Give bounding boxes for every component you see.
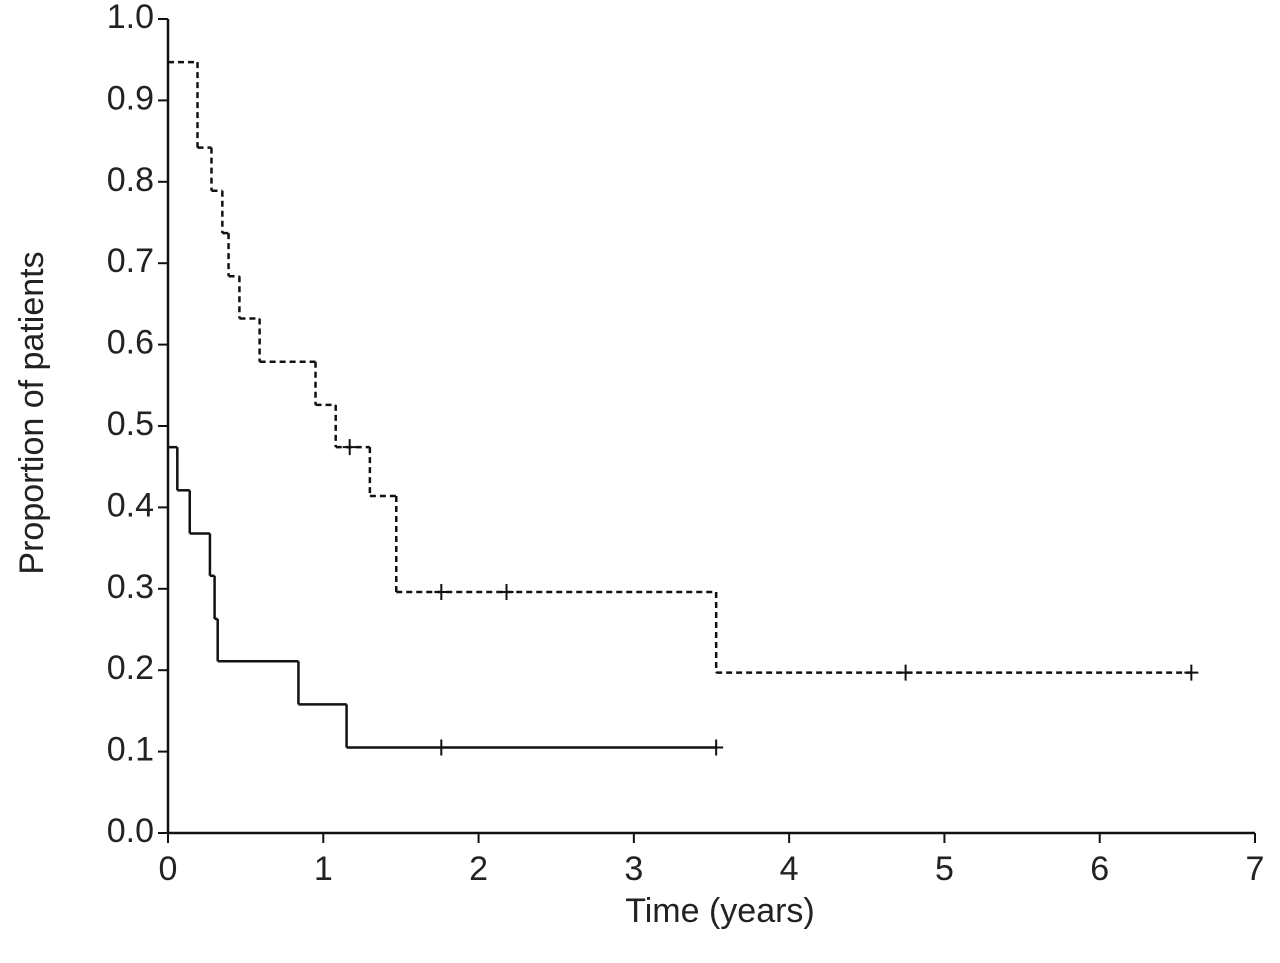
y-tick-label: 0.9 <box>107 79 154 117</box>
y-tick-label: 0.5 <box>107 405 154 443</box>
censor-mark <box>342 439 357 456</box>
y-tick-label: 0.4 <box>107 486 154 524</box>
x-tick-label: 7 <box>1246 850 1265 888</box>
y-tick-label: 0.3 <box>107 568 154 606</box>
y-tick-label: 0.0 <box>107 812 154 850</box>
censor-mark <box>434 584 449 601</box>
y-tick-label: 0.7 <box>107 242 154 280</box>
x-tick-label: 6 <box>1090 850 1109 888</box>
censor-mark <box>898 664 913 681</box>
x-tick-label: 1 <box>314 850 333 888</box>
censor-mark <box>499 584 514 601</box>
x-tick-label: 2 <box>469 850 488 888</box>
y-tick-label: 0.6 <box>107 324 154 362</box>
y-tick-label: 0.8 <box>107 161 154 199</box>
x-tick-label: 3 <box>624 850 643 888</box>
y-tick-label: 0.1 <box>107 731 154 769</box>
x-tick-label: 0 <box>159 850 178 888</box>
y-tick-label: 1.0 <box>107 0 154 36</box>
y-axis-title: Proportion of patients <box>13 251 51 574</box>
censor-mark <box>709 739 724 756</box>
x-axis-title: Time (years) <box>625 892 815 930</box>
y-tick-label: 0.2 <box>107 649 154 687</box>
censor-mark <box>434 739 449 756</box>
x-tick-label: 5 <box>935 850 954 888</box>
x-tick-label: 4 <box>780 850 799 888</box>
censor-mark <box>1184 664 1199 681</box>
